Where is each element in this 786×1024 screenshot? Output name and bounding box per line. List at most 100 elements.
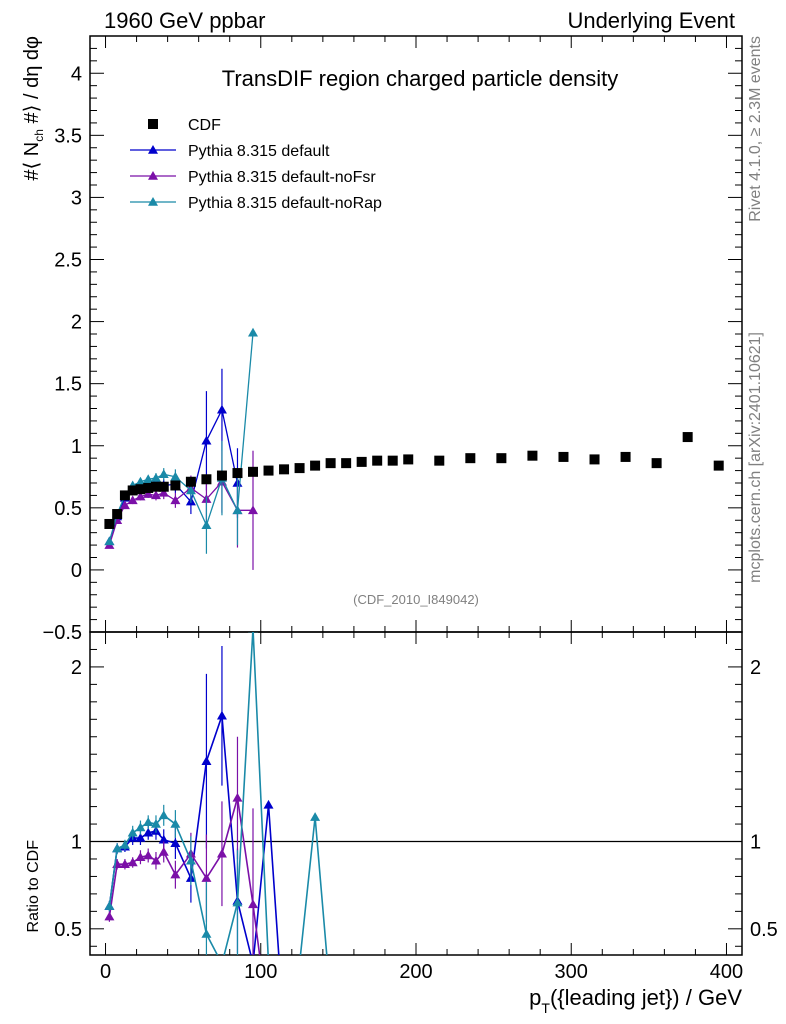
series-point <box>158 469 169 479</box>
ratio-y-tick-label: 0.5 <box>54 919 82 941</box>
data-point <box>248 466 258 477</box>
ratio-point <box>127 827 138 837</box>
ratio-point <box>170 819 181 828</box>
series-point <box>104 536 115 546</box>
data-point <box>341 458 352 469</box>
cdf-data <box>104 432 724 529</box>
ratio-point <box>232 897 243 907</box>
x-tick-label: 0 <box>100 961 111 983</box>
ratio-y-tick-label-right: 0.5 <box>750 919 778 941</box>
legend-marker <box>148 145 158 154</box>
data-point <box>170 480 181 491</box>
ratio-point <box>216 848 227 858</box>
data-point <box>434 455 445 466</box>
rivet-label: Rivet 4.1.0, ≥ 2.3M events <box>747 36 764 222</box>
data-point <box>232 468 243 479</box>
data-point <box>216 470 227 481</box>
ratio-point <box>248 899 258 909</box>
ratio-point <box>135 852 146 861</box>
data-point <box>496 453 507 464</box>
x-axis-label: pT({leading jet}) / GeV <box>529 985 742 1016</box>
x-tick-label: 100 <box>244 961 277 983</box>
data-point <box>135 484 146 495</box>
series-point <box>248 505 258 515</box>
ratio-point <box>216 710 227 720</box>
series-point <box>248 327 258 337</box>
ratio-point <box>263 799 274 809</box>
data-point <box>127 485 138 496</box>
ratio-point <box>201 873 212 882</box>
data-point <box>651 458 662 469</box>
legend-item: CDF <box>148 117 221 134</box>
legend-marker <box>148 171 158 180</box>
series-point <box>135 476 146 486</box>
ratio-plot-frame <box>89 631 743 956</box>
series-point <box>119 500 130 510</box>
ratio-y-tick-label: 2 <box>71 657 82 679</box>
series-point <box>201 520 212 529</box>
data-point <box>143 482 154 493</box>
ratio-y-axis-label: Ratio to CDF <box>25 840 42 933</box>
ratio-point <box>170 838 181 848</box>
legend-item: Pythia 8.315 default <box>130 143 330 160</box>
ratio-point <box>150 819 161 828</box>
data-point <box>201 474 212 485</box>
ratio-point <box>310 812 321 821</box>
ratio-line <box>108 632 328 955</box>
ratio-point <box>158 846 169 856</box>
ratio-point <box>127 857 138 867</box>
ratio-y-tick-label-right: 2 <box>750 657 761 679</box>
legend-label: CDF <box>188 117 221 134</box>
series-ratio-2 <box>104 632 328 955</box>
ratio-point <box>232 792 243 802</box>
y-tick-label: 3.5 <box>54 125 82 147</box>
ratio-point <box>248 632 258 633</box>
data-point <box>294 463 305 474</box>
chart-title: TransDIF region charged particle density <box>222 66 619 91</box>
data-point <box>558 451 569 462</box>
x-tick-label: 300 <box>555 961 588 983</box>
data-point <box>185 476 196 487</box>
data-point <box>310 460 321 471</box>
series-main-2 <box>104 327 258 554</box>
y-tick-label: 1.5 <box>54 374 82 396</box>
y-tick-label: 0.5 <box>54 498 82 520</box>
series-point <box>135 491 146 501</box>
series-point <box>150 490 161 500</box>
ratio-point <box>150 855 161 865</box>
data-point <box>150 481 161 492</box>
series-point <box>216 404 227 414</box>
data-point <box>387 455 398 466</box>
data-point <box>465 453 476 464</box>
data-point <box>527 450 538 461</box>
legend-label: Pythia 8.315 default-noFsr <box>188 169 376 186</box>
data-point <box>713 460 724 471</box>
ratio-line <box>108 715 280 955</box>
series-point <box>185 485 196 495</box>
mcplots-label: mcplots.cern.ch [arXiv:2401.10621] <box>747 332 764 583</box>
ratio-point <box>143 827 154 837</box>
legend-item: Pythia 8.315 default-noRap <box>130 195 382 212</box>
series-point <box>158 487 169 497</box>
y-tick-label: 1 <box>71 436 82 458</box>
data-point <box>119 490 130 501</box>
series-point <box>143 474 154 484</box>
ratio-point <box>104 901 115 910</box>
ratio-point <box>135 822 146 832</box>
y-tick-label: 4 <box>71 63 82 85</box>
legend-item: Pythia 8.315 default-noFsr <box>130 169 376 186</box>
ratio-point <box>170 869 181 879</box>
y-tick-label: −0.5 <box>43 622 82 644</box>
series-point <box>232 505 243 515</box>
legend-label: Pythia 8.315 default <box>188 143 330 160</box>
ratio-point <box>143 850 154 860</box>
y-tick-label: 3 <box>71 187 82 209</box>
data-point <box>620 451 631 462</box>
data-point <box>112 509 123 520</box>
legend-marker <box>148 119 158 129</box>
ratio-point <box>112 843 123 853</box>
data-point <box>372 455 383 466</box>
ratio-y-tick-label-right: 1 <box>750 832 761 854</box>
data-point <box>589 454 600 465</box>
